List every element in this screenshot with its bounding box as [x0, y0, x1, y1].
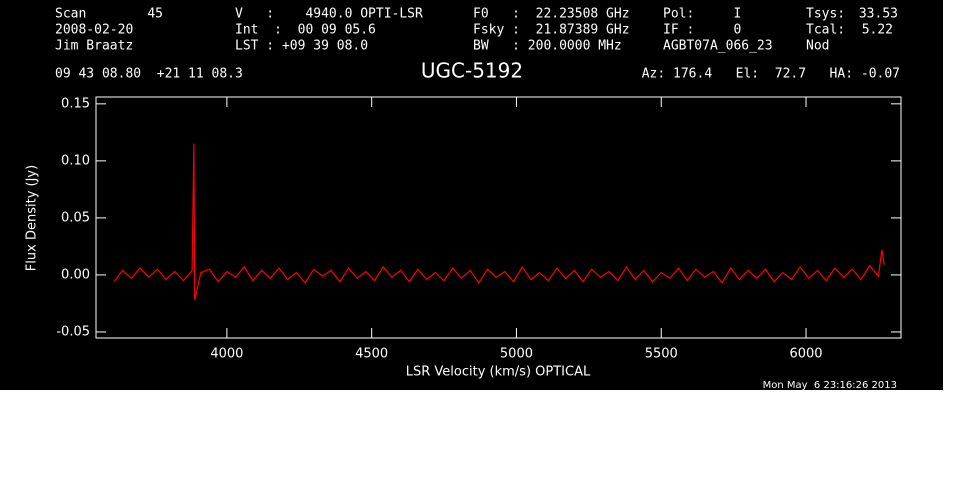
x-tick-label: 5500	[645, 347, 678, 362]
x-tick-label: 5000	[500, 347, 533, 362]
header-field: V : 4940.0 OPTI-LSR	[235, 7, 423, 22]
plot-background	[0, 0, 943, 390]
header-field: IF : 0	[663, 23, 741, 38]
header-field: LST : +09 39 08.0	[235, 39, 368, 54]
header-field: Tcal:	[806, 23, 845, 38]
header-field: Tsys:	[806, 7, 845, 22]
y-tick-label: 0.00	[61, 267, 90, 282]
header-field: Pol: I	[663, 7, 741, 22]
y-tick-label: 0.05	[61, 210, 90, 225]
y-tick-label: 0.15	[61, 96, 90, 111]
header-field: Nod	[806, 39, 829, 54]
spectrum-line	[113, 143, 885, 301]
header-field: 5.22	[862, 23, 893, 38]
x-tick-label: 4000	[210, 347, 243, 362]
header-field: BW : 200.0000 MHz	[473, 39, 622, 54]
y-axis-label: Flux Density (Jy)	[25, 165, 40, 271]
header-field: 09 43 08.80 +21 11 08.3	[55, 67, 243, 82]
header-field: 45	[147, 7, 163, 22]
header-field: AGBT07A_066_23	[663, 39, 773, 54]
plot-frame	[95, 96, 902, 339]
timestamp: Mon May 6 23:16:26 2013	[763, 380, 897, 391]
header-field: Int : 00 09 05.6	[235, 23, 376, 38]
header-field: Jim Braatz	[55, 39, 133, 54]
header-field: Fsky : 21.87389 GHz	[473, 23, 630, 38]
header-field: 2008-02-20	[55, 23, 133, 38]
y-tick-label: 0.10	[61, 153, 90, 168]
y-tick-label: -0.05	[56, 324, 90, 339]
x-axis-label: LSR Velocity (km/s) OPTICAL	[406, 365, 591, 380]
header-field: Scan	[55, 7, 86, 22]
header-field: F0 : 22.23508 GHz	[473, 7, 630, 22]
x-tick-label: 6000	[789, 347, 822, 362]
chart-title: UGC-5192	[421, 59, 523, 83]
header-field: 33.53	[859, 7, 898, 22]
x-tick-label: 4500	[355, 347, 388, 362]
header-field: Az: 176.4 El: 72.7 HA: -0.07	[642, 67, 900, 82]
